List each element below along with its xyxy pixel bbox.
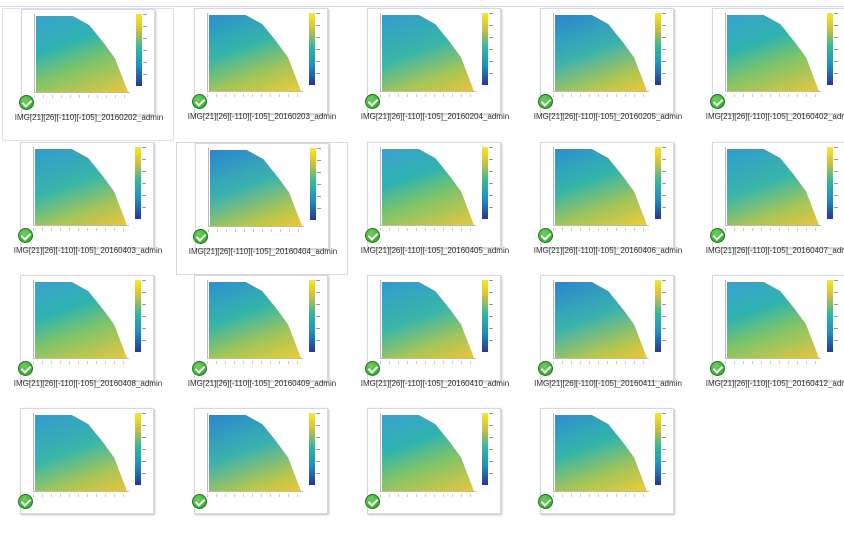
file-thumbnail [540, 408, 674, 514]
file-item[interactable]: IMG[21][26][-110][-105]_20160402_admin [694, 8, 844, 141]
file-name-label[interactable]: IMG[21][26][-110][-105]_20160407_admin [705, 246, 844, 255]
file-item[interactable]: IMG[21][26][-110][-105]_20160203_admin [176, 8, 348, 141]
file-item[interactable]: IMG[21][26][-110][-105]_20160204_admin [349, 8, 521, 141]
file-thumbnail [712, 142, 844, 248]
sync-status-check-icon [538, 228, 553, 243]
file-item[interactable]: IMG[21][26][-110][-105]_20160202_admin [2, 8, 174, 141]
toolbar-divider [0, 6, 844, 7]
file-thumbnail [21, 9, 155, 115]
file-thumbnail [194, 8, 328, 114]
sync-status-check-icon [18, 228, 33, 243]
file-thumbnail [367, 275, 501, 381]
file-item[interactable] [176, 408, 348, 541]
file-item[interactable]: IMG[21][26][-110][-105]_20160407_admin [694, 142, 844, 275]
sync-status-check-icon [192, 494, 207, 509]
file-name-label[interactable]: IMG[21][26][-110][-105]_20160405_admin [360, 246, 510, 255]
file-name-label[interactable]: IMG[21][26][-110][-105]_20160404_admin [188, 247, 338, 256]
file-thumbnail [540, 8, 674, 114]
file-item[interactable] [349, 408, 521, 541]
file-item[interactable] [2, 408, 174, 541]
file-thumbnail [540, 142, 674, 248]
file-item[interactable]: IMG[21][26][-110][-105]_20160406_admin [522, 142, 694, 275]
file-name-label[interactable]: IMG[21][26][-110][-105]_20160411_admin [534, 379, 682, 388]
file-item[interactable]: IMG[21][26][-110][-105]_20160412_admin [694, 275, 844, 408]
file-item[interactable]: IMG[21][26][-110][-105]_20160408_admin [2, 275, 174, 408]
file-item[interactable]: IMG[21][26][-110][-105]_20160409_admin [176, 275, 348, 408]
file-thumbnail [20, 408, 154, 514]
sync-status-check-icon [192, 361, 207, 376]
sync-status-check-icon [538, 94, 553, 109]
file-thumbnail [194, 408, 328, 514]
file-name-label[interactable]: IMG[21][26][-110][-105]_20160202_admin [14, 113, 164, 122]
file-item[interactable]: IMG[21][26][-110][-105]_20160403_admin [2, 142, 174, 275]
file-item[interactable]: IMG[21][26][-110][-105]_20160410_admin [349, 275, 521, 408]
file-name-label[interactable]: IMG[21][26][-110][-105]_20160204_admin [360, 112, 510, 121]
file-thumbnail [540, 275, 674, 381]
file-item[interactable]: IMG[21][26][-110][-105]_20160411_admin [522, 275, 694, 408]
file-thumbnail [195, 143, 329, 249]
file-item[interactable]: IMG[21][26][-110][-105]_20160405_admin [349, 142, 521, 275]
file-name-label[interactable]: IMG[21][26][-110][-105]_20160410_admin [360, 379, 510, 388]
sync-status-check-icon [538, 361, 553, 376]
file-thumbnail [194, 275, 328, 381]
file-name-label[interactable]: IMG[21][26][-110][-105]_20160203_admin [187, 112, 337, 121]
file-name-label[interactable]: IMG[21][26][-110][-105]_20160205_admin [533, 112, 683, 121]
file-thumbnail [367, 142, 501, 248]
sync-status-check-icon [365, 228, 380, 243]
sync-status-check-icon [192, 94, 207, 109]
sync-status-check-icon [710, 94, 725, 109]
file-name-label[interactable]: IMG[21][26][-110][-105]_20160409_admin [187, 379, 337, 388]
file-name-label[interactable]: IMG[21][26][-110][-105]_20160406_admin [533, 246, 683, 255]
file-thumbnail [20, 275, 154, 381]
file-item[interactable]: IMG[21][26][-110][-105]_20160205_admin [522, 8, 694, 141]
file-name-label[interactable]: IMG[21][26][-110][-105]_20160412_admin [705, 379, 844, 388]
file-name-label[interactable]: IMG[21][26][-110][-105]_20160402_admin [705, 112, 844, 121]
file-thumbnail [712, 275, 844, 381]
file-name-label[interactable]: IMG[21][26][-110][-105]_20160403_admin [13, 246, 163, 255]
file-thumbnail [367, 408, 501, 514]
sync-status-check-icon [19, 95, 34, 110]
file-item[interactable] [522, 408, 694, 541]
sync-status-check-icon [538, 494, 553, 509]
sync-status-check-icon [365, 361, 380, 376]
sync-status-check-icon [365, 94, 380, 109]
sync-status-check-icon [18, 361, 33, 376]
sync-status-check-icon [193, 229, 208, 244]
file-thumbnail [712, 8, 844, 114]
sync-status-check-icon [710, 228, 725, 243]
sync-status-check-icon [365, 494, 380, 509]
file-thumbnail [367, 8, 501, 114]
sync-status-check-icon [18, 494, 33, 509]
file-grid: IMG[21][26][-110][-105]_20160202_admin IM… [0, 0, 844, 500]
file-name-label[interactable]: IMG[21][26][-110][-105]_20160408_admin [13, 379, 163, 388]
sync-status-check-icon [710, 361, 725, 376]
file-thumbnail [20, 142, 154, 248]
file-item[interactable]: IMG[21][26][-110][-105]_20160404_admin [176, 142, 348, 275]
